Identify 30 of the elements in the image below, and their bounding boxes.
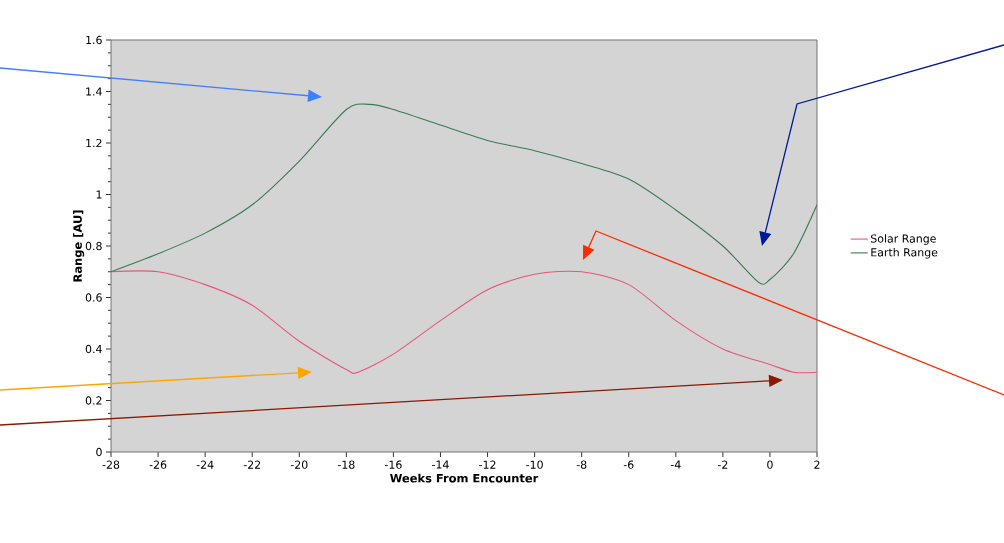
y-tick-label: 1.6 bbox=[86, 35, 102, 45]
x-tick-label: -24 bbox=[196, 460, 214, 469]
y-tick-label: 1 bbox=[96, 190, 102, 199]
y-tick-label: 1.4 bbox=[86, 87, 102, 96]
x-tick-label: 0 bbox=[767, 460, 773, 469]
x-tick-label: -20 bbox=[290, 460, 308, 469]
y-tick-label: 0.4 bbox=[85, 344, 102, 354]
x-tick-label: -28 bbox=[102, 460, 120, 469]
x-tick-label: -6 bbox=[623, 460, 634, 469]
line-series bbox=[111, 270, 818, 374]
legend-label: Earth Range bbox=[871, 247, 938, 259]
x-tick-label: -2 bbox=[717, 460, 728, 469]
y-tick-label: 0 bbox=[96, 447, 102, 457]
x-axis-title: Weeks From Encounter bbox=[390, 473, 539, 483]
x-tick-label: -4 bbox=[670, 460, 681, 469]
x-tick-label: 2 bbox=[814, 460, 820, 469]
y-axis-title: Range [AU] bbox=[73, 210, 85, 282]
x-tick-label: -22 bbox=[243, 460, 261, 469]
x-tick-label: -16 bbox=[384, 460, 402, 469]
y-tick-label: 0.2 bbox=[85, 396, 102, 405]
y-tick-label: 0.8 bbox=[85, 241, 102, 251]
y-tick-label: 1.2 bbox=[86, 138, 102, 148]
x-tick-label: -26 bbox=[149, 460, 167, 469]
x-tick-label: -18 bbox=[337, 460, 355, 469]
legend-label: Solar Range bbox=[871, 234, 936, 245]
y-tick-label: 0.6 bbox=[85, 293, 102, 302]
x-tick-label: -10 bbox=[526, 460, 543, 469]
x-tick-label: -8 bbox=[576, 460, 587, 469]
x-tick-label: -14 bbox=[432, 460, 449, 469]
x-tick-label: -12 bbox=[479, 460, 496, 469]
